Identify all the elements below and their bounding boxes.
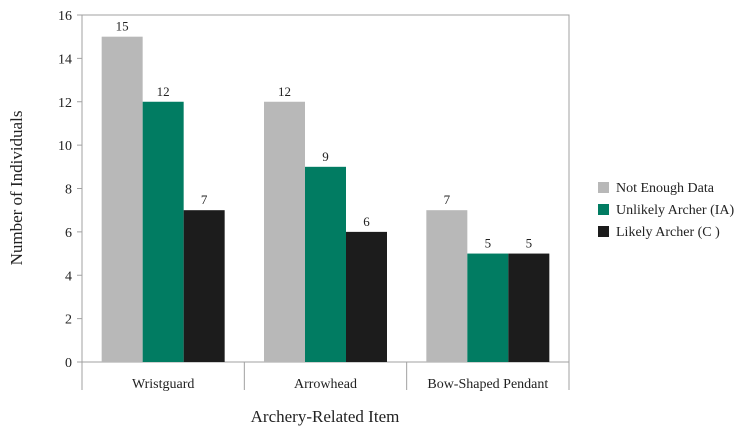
data-label: 5 — [526, 236, 533, 251]
data-label: 12 — [278, 84, 291, 99]
legend: Not Enough Data Unlikely Archer (IA) Likel… — [598, 181, 735, 240]
bars — [101, 36, 550, 362]
bar — [264, 101, 305, 362]
bar — [346, 231, 387, 362]
data-labels: 15 12 7 12 9 6 7 5 5 — [116, 19, 532, 251]
x-axis-title: Archery-Related Item — [251, 407, 400, 426]
bar — [142, 101, 184, 362]
bar — [305, 166, 346, 362]
data-label: 9 — [322, 149, 329, 164]
data-label: 12 — [157, 84, 170, 99]
legend-swatch — [598, 226, 609, 237]
data-label: 5 — [485, 236, 492, 251]
x-tick-label: Bow-Shaped Pendant — [427, 377, 548, 392]
y-tick-label: 6 — [65, 226, 72, 241]
data-label: 7 — [444, 192, 451, 207]
y-tick-label: 10 — [58, 139, 72, 154]
bar — [183, 210, 225, 362]
data-label: 6 — [363, 214, 370, 229]
legend-swatch — [598, 204, 609, 215]
y-tick-label: 8 — [65, 183, 72, 198]
bar — [467, 253, 509, 362]
y-tick-label: 4 — [65, 269, 72, 284]
legend-label: Not Enough Data — [616, 181, 715, 196]
y-tick-label: 14 — [58, 52, 72, 67]
y-axis: 0 2 4 6 8 10 12 14 16 — [58, 9, 82, 371]
y-tick-label: 2 — [65, 313, 72, 328]
y-tick-label: 12 — [58, 96, 72, 111]
legend-label: Likely Archer (C ) — [616, 225, 720, 240]
x-tick-label: Arrowhead — [294, 377, 357, 392]
bar — [426, 210, 468, 362]
legend-swatch — [598, 182, 609, 193]
data-label: 7 — [201, 192, 208, 207]
x-tick-label: Wristguard — [132, 377, 194, 392]
y-tick-label: 0 — [65, 356, 72, 371]
x-axis: Wristguard Arrowhead Bow-Shaped Pendant — [81, 362, 570, 392]
legend-label: Unlikely Archer (IA) — [616, 203, 735, 218]
data-label: 15 — [116, 19, 129, 34]
bar — [101, 36, 143, 362]
y-axis-title: Number of Individuals — [7, 111, 26, 266]
y-tick-label: 16 — [58, 9, 72, 24]
bar — [508, 253, 550, 362]
